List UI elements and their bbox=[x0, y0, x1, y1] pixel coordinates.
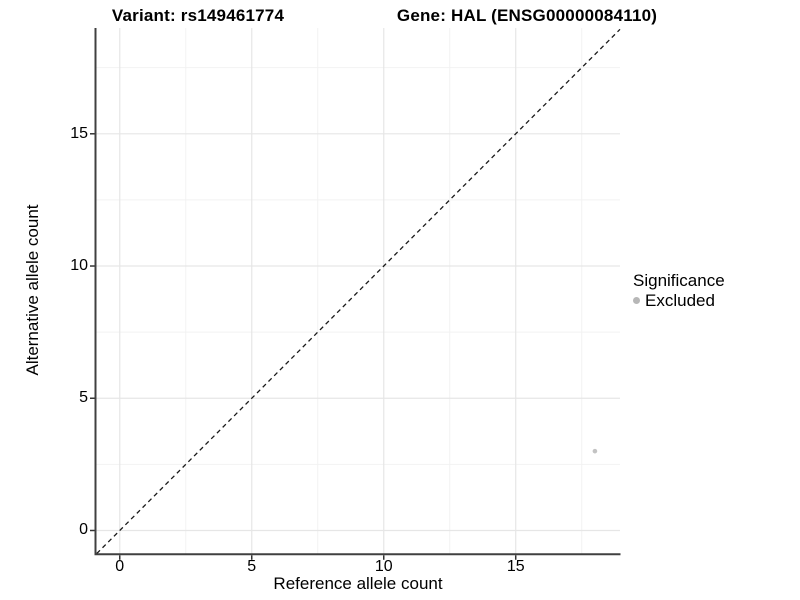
x-tick-label: 15 bbox=[506, 558, 525, 575]
plot-title-gene: Gene: HAL (ENSG00000084110) bbox=[396, 6, 658, 25]
legend-item-excluded: Excluded bbox=[633, 291, 725, 310]
identity-dashed-line bbox=[96, 28, 621, 554]
y-axis-title: Alternative allele count bbox=[23, 204, 42, 376]
y-tick-label: 5 bbox=[79, 389, 88, 407]
y-tick-label: 10 bbox=[70, 257, 88, 275]
y-tick-label: 15 bbox=[70, 124, 88, 142]
x-tick-label: 0 bbox=[115, 558, 125, 575]
legend-item-label: Excluded bbox=[645, 291, 715, 310]
y-tick-label: 0 bbox=[79, 521, 88, 539]
excluded-point-icon bbox=[633, 297, 640, 304]
legend-title: Significance bbox=[633, 271, 725, 290]
x-axis-title: Reference allele count bbox=[273, 574, 443, 593]
legend: Significance Excluded bbox=[633, 271, 725, 310]
x-tick-label: 10 bbox=[374, 558, 393, 575]
plot-title-variant: Variant: rs149461774 bbox=[111, 6, 285, 25]
data-point-excluded bbox=[592, 448, 598, 454]
x-tick-label: 5 bbox=[247, 558, 257, 575]
